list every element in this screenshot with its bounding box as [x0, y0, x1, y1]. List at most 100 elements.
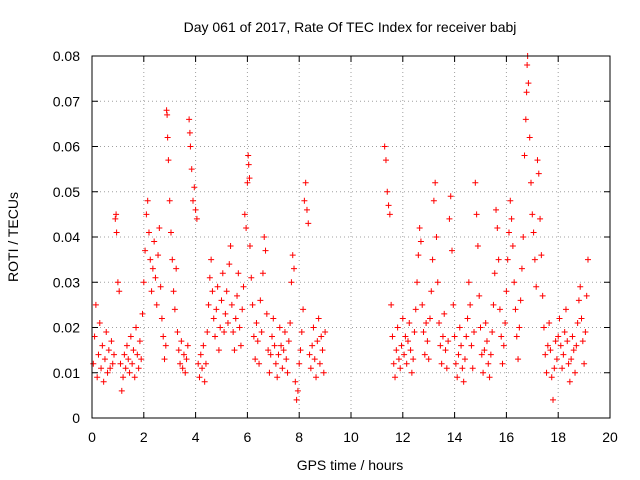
data-point [424, 338, 431, 345]
data-point [169, 256, 176, 263]
data-point [560, 351, 567, 358]
y-tick-labels: 0 0.01 0.02 0.03 0.04 0.05 0.06 0.07 0.08 [53, 48, 80, 426]
data-point [157, 283, 164, 290]
data-point [433, 234, 440, 240]
data-point [430, 197, 437, 204]
data-point [322, 329, 329, 336]
data-point [275, 351, 282, 358]
data-point [439, 333, 446, 340]
data-point [188, 166, 195, 173]
data-point [556, 315, 563, 322]
data-point [528, 179, 535, 186]
data-point [147, 256, 154, 263]
data-point [534, 157, 541, 164]
data-point [291, 265, 298, 272]
data-point [450, 301, 457, 308]
data-point [482, 319, 489, 326]
data-point [186, 116, 193, 123]
data-point [544, 342, 551, 349]
data-point [278, 342, 285, 349]
data-point [249, 301, 256, 308]
data-point [272, 360, 279, 367]
data-point [573, 342, 580, 349]
data-point [236, 324, 243, 331]
data-point [382, 157, 389, 164]
data-point [499, 360, 506, 367]
data-point [464, 315, 471, 322]
y-tick-label: 0.01 [53, 365, 80, 381]
data-point [178, 338, 185, 345]
data-point [123, 342, 130, 349]
data-point [478, 351, 485, 358]
data-point [486, 374, 493, 381]
data-point [195, 360, 202, 367]
data-point [127, 333, 134, 340]
data-point [296, 360, 303, 367]
data-point [416, 224, 423, 231]
data-point [139, 310, 146, 317]
data-point [111, 351, 118, 358]
data-point [259, 270, 266, 277]
data-point [581, 360, 588, 367]
data-point [191, 184, 198, 191]
data-point [297, 347, 304, 354]
data-point [281, 329, 288, 336]
data-point [548, 374, 555, 381]
data-point [452, 360, 459, 367]
data-point [163, 107, 170, 114]
data-point [446, 215, 453, 222]
data-point [174, 329, 181, 336]
data-point [241, 211, 248, 218]
data-point [183, 356, 190, 363]
data-point [262, 247, 269, 254]
data-point [551, 365, 558, 372]
data-point [90, 360, 97, 367]
data-point [565, 360, 572, 367]
data-point [569, 333, 576, 340]
data-point [502, 319, 509, 326]
data-point [504, 256, 511, 263]
x-tick-label: 2 [140, 429, 148, 445]
x-tick-label: 10 [343, 429, 359, 445]
data-point [306, 351, 313, 358]
data-point [487, 351, 494, 358]
data-point [443, 365, 450, 372]
data-point [473, 211, 480, 218]
x-tick-label: 16 [499, 429, 515, 445]
data-point [125, 356, 132, 363]
data-point [109, 360, 116, 367]
data-point [151, 238, 158, 245]
data-point [221, 329, 228, 336]
data-point [412, 306, 419, 313]
data-point [187, 143, 194, 150]
data-point [193, 215, 200, 222]
data-point [284, 369, 291, 376]
data-point [230, 329, 237, 336]
data-point [393, 347, 400, 354]
data-point [467, 301, 474, 308]
data-point [250, 333, 257, 340]
data-point [315, 315, 322, 322]
data-point [389, 333, 396, 340]
data-point [505, 229, 512, 236]
data-point [263, 310, 270, 317]
data-point [572, 369, 579, 376]
data-point [533, 283, 540, 290]
data-point [231, 347, 238, 354]
data-point [261, 234, 268, 240]
data-point [136, 338, 143, 345]
data-point [526, 134, 533, 141]
data-point [265, 347, 272, 354]
data-point [406, 319, 413, 326]
data-point [555, 333, 562, 340]
data-point [126, 369, 133, 376]
data-point [209, 288, 216, 295]
data-point [155, 252, 162, 259]
data-point [465, 279, 472, 286]
data-point [131, 374, 138, 381]
data-point [310, 324, 317, 331]
data-point [98, 365, 105, 372]
data-point [459, 365, 466, 372]
data-point [408, 369, 415, 376]
